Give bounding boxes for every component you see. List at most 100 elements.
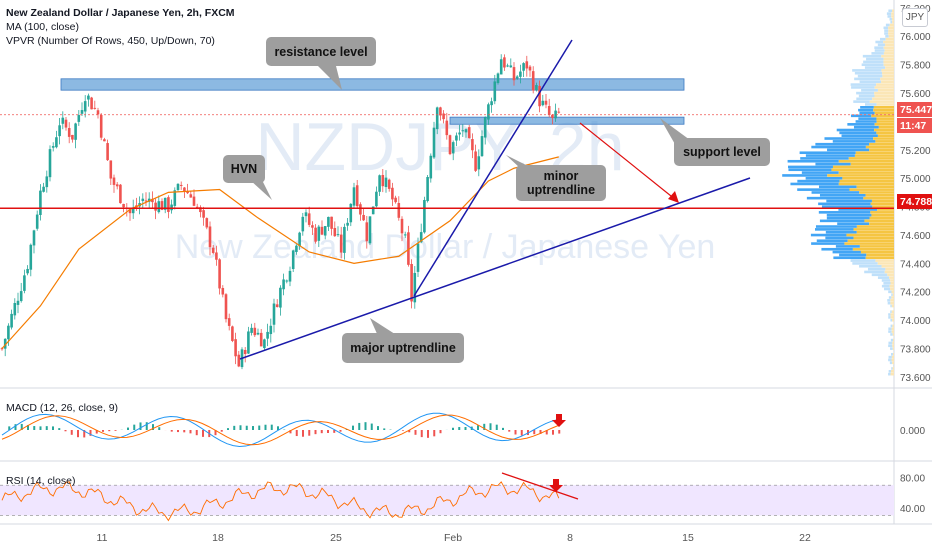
candle-body bbox=[7, 325, 10, 340]
candle-body bbox=[247, 331, 250, 354]
vpvr-down-bar bbox=[839, 131, 877, 135]
candle-body bbox=[554, 110, 557, 119]
vpvr-up-bar bbox=[885, 66, 894, 69]
vpvr-up-bar bbox=[891, 358, 894, 362]
vpvr-down-bar bbox=[861, 88, 878, 92]
macd-histogram-bar bbox=[83, 430, 86, 438]
candle-body bbox=[515, 76, 519, 79]
candle-body bbox=[218, 259, 221, 289]
candle-body bbox=[215, 252, 218, 260]
vpvr-down-bar bbox=[884, 287, 891, 291]
candle-body bbox=[173, 190, 177, 206]
macd-histogram-bar bbox=[289, 430, 292, 434]
vpvr-up-bar bbox=[872, 205, 894, 208]
candle-body bbox=[103, 139, 106, 142]
vpvr-up-bar bbox=[890, 287, 894, 291]
vpvr-up-bar bbox=[865, 194, 894, 197]
vpvr-up-bar bbox=[849, 188, 894, 191]
vpvr-up-bar bbox=[883, 57, 894, 61]
vpvr-down-bar bbox=[859, 264, 882, 268]
minor-line2: uptrendline bbox=[526, 183, 596, 197]
candle-body bbox=[426, 177, 429, 202]
vpvr-up-bar bbox=[890, 313, 894, 316]
vpvr-down-bar bbox=[888, 296, 892, 299]
vpvr-down-bar bbox=[890, 318, 893, 322]
macd-down-arrow bbox=[552, 414, 566, 427]
vpvr-down-bar bbox=[821, 247, 853, 251]
candle-body bbox=[96, 110, 100, 115]
vpvr-down-bar bbox=[885, 35, 889, 38]
vpvr-up-bar bbox=[892, 324, 894, 328]
vpvr-up-bar bbox=[882, 74, 894, 78]
vpvr-up-bar bbox=[872, 97, 894, 101]
macd-histogram-bar bbox=[539, 430, 542, 434]
candle-body bbox=[48, 149, 52, 178]
candle-body bbox=[90, 97, 93, 110]
vpvr-down-bar bbox=[811, 145, 866, 149]
candle-body bbox=[407, 232, 410, 265]
vpvr-up-bar bbox=[856, 230, 894, 234]
vpvr-up-bar bbox=[891, 330, 894, 333]
vpvr-up-bar bbox=[880, 77, 894, 81]
candle-body bbox=[323, 226, 327, 236]
vpvr-down-bar bbox=[852, 262, 878, 265]
vpvr-down-bar bbox=[890, 333, 893, 336]
vpvr-up-bar bbox=[891, 15, 894, 18]
time-tick-label: Feb bbox=[444, 532, 462, 544]
candle-body bbox=[160, 201, 164, 210]
candle-body bbox=[39, 190, 42, 215]
price-tick-label: 74.600 bbox=[900, 231, 931, 242]
price-tick-label: 75.000 bbox=[900, 174, 931, 185]
vpvr-down-bar bbox=[888, 327, 892, 331]
candle-body bbox=[211, 247, 215, 253]
candle-body bbox=[509, 65, 513, 68]
candle-body bbox=[304, 212, 308, 217]
candle-body bbox=[0, 348, 4, 350]
vpvr-down-bar bbox=[888, 355, 892, 359]
candle-body bbox=[106, 143, 109, 161]
candle-body bbox=[391, 187, 394, 200]
vpvr-down-bar bbox=[890, 310, 892, 314]
vpvr-down-bar bbox=[853, 125, 879, 129]
vpvr-up-bar bbox=[892, 367, 894, 370]
candle-body bbox=[170, 204, 173, 211]
macd-histogram-bar bbox=[189, 430, 192, 434]
vpvr-down-bar bbox=[886, 12, 892, 15]
candle-body bbox=[183, 187, 186, 192]
rsi-legend: RSI (14, close) bbox=[6, 475, 76, 487]
vpvr-up-bar bbox=[846, 233, 894, 237]
candle-body bbox=[151, 198, 154, 203]
vpvr-up-bar bbox=[883, 52, 894, 55]
macd-histogram-bar bbox=[95, 430, 98, 434]
candle-body bbox=[243, 349, 247, 355]
vpvr-up-bar bbox=[865, 256, 894, 260]
minor-pointer bbox=[506, 155, 532, 168]
currency-badge[interactable]: JPY bbox=[902, 8, 928, 27]
support-zone bbox=[449, 116, 685, 125]
vpvr-up-bar bbox=[875, 140, 894, 143]
vpvr-down-bar bbox=[819, 194, 866, 197]
candle-body bbox=[413, 272, 417, 303]
candle-body bbox=[439, 107, 442, 116]
candle-body bbox=[458, 132, 461, 135]
vpvr-up-bar bbox=[890, 370, 894, 373]
vpvr-up-bar bbox=[874, 86, 894, 89]
candle-body bbox=[205, 218, 209, 228]
candle-body bbox=[141, 198, 145, 201]
macd-histogram-bar bbox=[377, 426, 379, 430]
candle-body bbox=[471, 139, 474, 151]
vpvr-up-bar bbox=[876, 131, 894, 135]
candle-body bbox=[311, 225, 314, 228]
vpvr-down-bar bbox=[885, 23, 890, 27]
vpvr-down-bar bbox=[782, 174, 828, 177]
vpvr-down-bar bbox=[811, 242, 845, 245]
vpvr-up-bar bbox=[881, 264, 894, 268]
candle-body bbox=[58, 125, 61, 137]
vpvr-up-bar bbox=[885, 37, 894, 41]
macd-histogram-bar bbox=[89, 430, 92, 436]
vpvr-down-bar bbox=[800, 157, 849, 160]
price-tick-label: 73.600 bbox=[900, 373, 931, 384]
vpvr-down-bar bbox=[837, 222, 870, 225]
